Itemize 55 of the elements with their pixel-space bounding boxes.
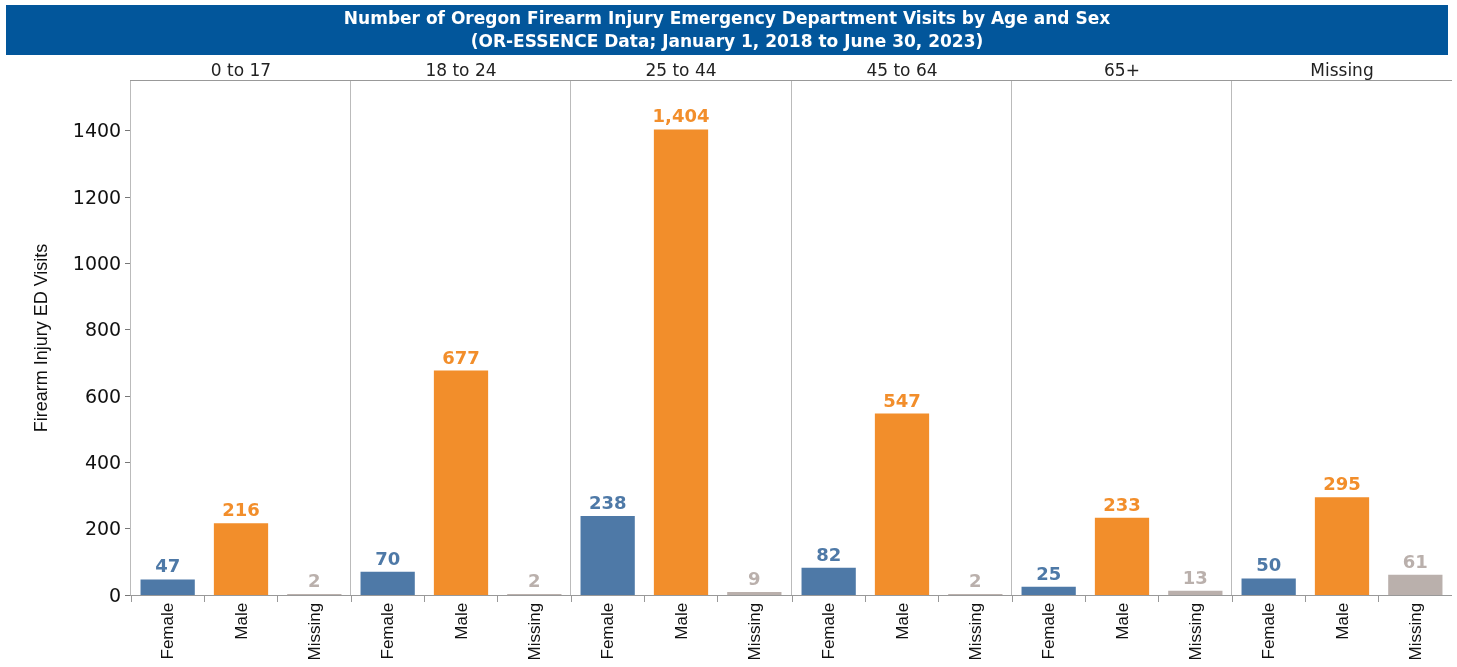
chart-title: 25 to 44 [645,59,717,80]
x-tick-label: Missing [1405,602,1425,661]
y-tick-label: 200 [84,517,122,540]
data-label: 547 [882,389,921,411]
data-label: 61 [1402,550,1428,572]
data-label: 216 [222,499,260,521]
bar [213,523,269,595]
x-tick-label: Male [892,602,912,640]
chart-title: 65+ [1103,59,1140,80]
x-tick-label: Female [818,602,838,660]
data-label: 1,404 [652,105,710,127]
chart-title: 0 to 17 [210,59,272,80]
y-tick-label: 600 [84,384,122,407]
text: (OR-ESSENCE Data; January 1, 2018 to June 30, 2023) [469,30,985,53]
chart-title: Missing [1310,59,1374,80]
y-tick-label: 0 [109,583,122,606]
data-label: 233 [1102,493,1141,515]
y-tick-label: 1400 [72,119,122,142]
x-tick-label: Female [1038,602,1058,660]
x-tick-label: Male [451,602,471,640]
x-tick-label: Male [1112,602,1132,640]
data-label: 2 [968,570,982,591]
x-tick-label: Female [158,602,178,660]
x-tick-label: Missing [1185,602,1205,661]
text: Number of Oregon Firearm Injury Emergency Department Visits by Age and Sex [342,7,1112,30]
x-tick-label: Female [1259,602,1279,660]
x-tick-label: Missing [304,602,324,661]
y-tick-label: 800 [84,318,122,341]
x-tick-label: Female [598,602,618,660]
data-label: 50 [1255,554,1282,576]
data-label: 47 [155,555,181,577]
y-axis-title: Firearm Injury ED Visits [31,243,52,433]
chart-title: 45 to 64 [865,59,938,80]
x-tick-label: Male [231,602,251,640]
x-tick-label: Missing [965,602,985,661]
chart-title: 18 to 24 [425,59,497,80]
data-label: 295 [1323,473,1361,495]
x-tick-label: Missing [525,602,545,661]
data-label: 13 [1182,566,1208,588]
data-label: 238 [589,492,627,514]
y-tick-label: 1200 [72,185,122,208]
data-label: 677 [442,346,480,368]
bar [140,579,195,595]
x-tick-label: Male [671,602,691,640]
data-label: 82 [815,543,841,565]
data-label: 70 [375,547,401,569]
y-tick-label: 400 [84,451,122,473]
data-label: 2 [308,570,321,591]
data-label: 2 [528,570,541,591]
data-label: 25 [1035,562,1061,584]
x-tick-label: Male [1332,602,1352,640]
x-tick-label: Female [378,602,398,660]
data-label: 9 [748,568,761,590]
y-tick-label: 1000 [72,252,122,275]
x-tick-label: Missing [745,602,765,661]
